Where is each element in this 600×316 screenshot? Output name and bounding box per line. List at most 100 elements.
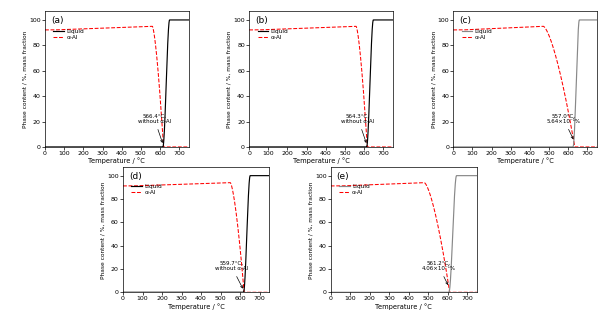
Liquid [263,174,270,178]
Liquid [590,18,598,22]
α-Al [271,27,278,31]
Legend: Liquid, α-Al: Liquid, α-Al [338,183,371,196]
X-axis label: Temperature / °C: Temperature / °C [497,157,554,164]
Liquid [67,145,74,149]
α-Al [241,290,248,294]
X-axis label: Temperature / °C: Temperature / °C [293,157,349,164]
Text: (e): (e) [337,173,349,181]
α-Al [167,145,174,149]
Liquid [247,174,254,178]
α-Al [182,182,189,186]
Liquid [466,145,473,149]
α-Al [58,28,65,32]
α-Al [475,27,482,31]
Liquid [262,145,269,149]
α-Al [103,26,110,30]
α-Al [67,27,74,31]
Liquid [307,145,314,149]
α-Al [575,145,583,149]
α-Al [245,28,253,32]
α-Al [136,184,143,188]
Line: Liquid: Liquid [123,176,269,292]
α-Al [41,28,49,32]
α-Al [266,290,273,294]
α-Al [419,181,426,185]
α-Al [182,145,190,149]
Liquid [473,174,481,178]
α-Al [389,145,397,149]
Liquid [593,18,600,22]
Liquid [182,290,189,294]
α-Al [160,145,167,149]
Liquid [266,174,273,178]
Liquid [119,290,127,294]
Liquid [386,18,394,22]
Liquid [371,18,378,22]
α-Al [262,28,269,32]
Liquid [389,290,397,294]
Liquid [575,22,582,26]
Text: 559.7°C,
without α-Al: 559.7°C, without α-Al [215,260,248,288]
X-axis label: Temperature / °C: Temperature / °C [376,303,432,310]
α-Al [119,184,127,188]
α-Al [538,24,545,28]
Liquid [449,145,457,149]
α-Al [247,290,254,294]
Y-axis label: Phase content / %, mass fraction: Phase content / %, mass fraction [227,30,232,128]
α-Al [466,28,473,32]
Text: (b): (b) [255,16,268,26]
Liquid [505,145,512,149]
Liquid [185,18,193,22]
α-Al [175,182,182,186]
Liquid [383,290,391,294]
Line: α-Al: α-Al [249,26,393,147]
α-Al [473,290,481,294]
Line: Liquid: Liquid [249,20,393,147]
α-Al [389,182,397,186]
Liquid [271,145,278,149]
α-Al [590,145,598,149]
α-Al [225,181,232,185]
α-Al [449,28,457,32]
Legend: Liquid, α-Al: Liquid, α-Al [52,27,85,41]
α-Al [307,26,314,30]
Liquid [327,290,334,294]
α-Al [364,145,371,149]
Liquid [470,174,478,178]
Text: 566.4°C,
without α-Al: 566.4°C, without α-Al [137,113,171,142]
Liquid [167,18,174,22]
Liquid [389,18,397,22]
Line: α-Al: α-Al [123,183,269,292]
Line: Liquid: Liquid [45,20,189,147]
α-Al [383,182,391,186]
Liquid [511,145,518,149]
α-Al [446,290,454,294]
α-Al [505,26,512,30]
Liquid [58,145,65,149]
α-Al [301,26,308,30]
α-Al [344,184,351,188]
Text: 557.0°C,
5.64×10⁻¹%: 557.0°C, 5.64×10⁻¹% [547,113,580,139]
Text: (a): (a) [51,16,63,26]
Text: 561.2°C,
4.06×10⁻¹%: 561.2°C, 4.06×10⁻¹% [422,260,455,284]
Liquid [182,18,190,22]
Text: 564.3°C,
without α-Al: 564.3°C, without α-Al [341,113,374,142]
Liquid [41,145,49,149]
Y-axis label: Phase content / %, mass fraction: Phase content / %, mass fraction [101,181,106,278]
Line: α-Al: α-Al [45,26,189,147]
Legend: Liquid, α-Al: Liquid, α-Al [256,27,289,41]
X-axis label: Temperature / °C: Temperature / °C [88,157,145,164]
Liquid [475,145,482,149]
α-Al [145,184,152,187]
Text: (c): (c) [459,16,471,26]
Liquid [576,18,583,22]
Y-axis label: Phase content / %, mass fraction: Phase content / %, mass fraction [431,30,436,128]
Liquid [453,174,460,178]
α-Al [371,145,378,149]
Liquid [145,290,152,294]
Y-axis label: Phase content / %, mass fraction: Phase content / %, mass fraction [23,30,28,128]
Liquid [455,174,462,178]
Liquid [370,18,377,22]
Liquid [344,290,351,294]
X-axis label: Temperature / °C: Temperature / °C [168,303,224,310]
